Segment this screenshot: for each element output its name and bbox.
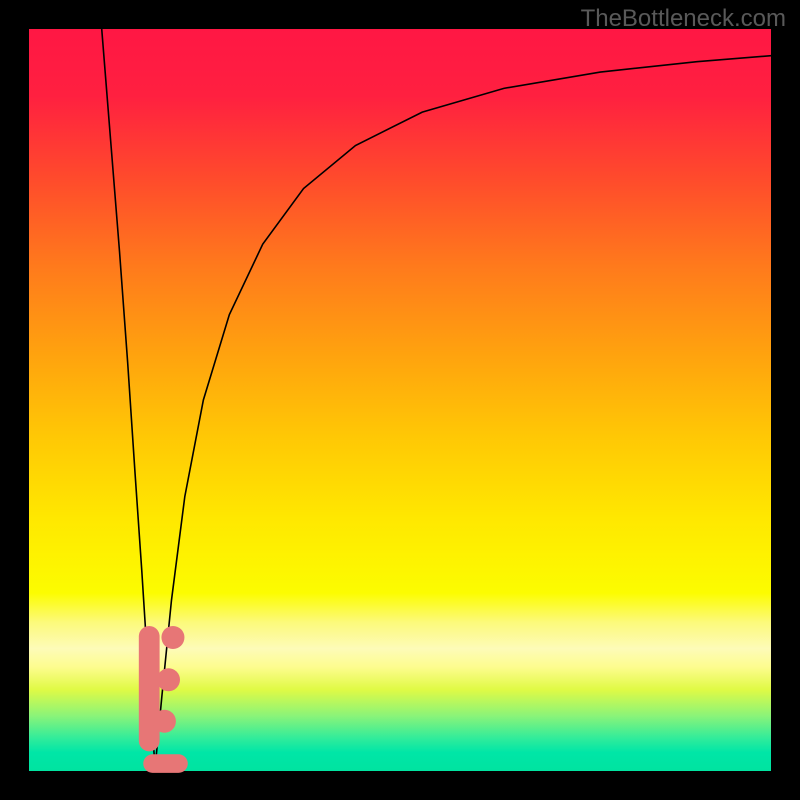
- chart-svg: [0, 0, 800, 800]
- marker-dot-2: [153, 710, 176, 733]
- chart-container: TheBottleneck.com: [0, 0, 800, 800]
- marker-pill: [139, 626, 160, 751]
- marker-dot-1: [157, 668, 180, 691]
- marker-dot-0: [161, 626, 184, 649]
- marker-bottom-bar: [143, 754, 188, 773]
- watermark-text: TheBottleneck.com: [581, 5, 786, 33]
